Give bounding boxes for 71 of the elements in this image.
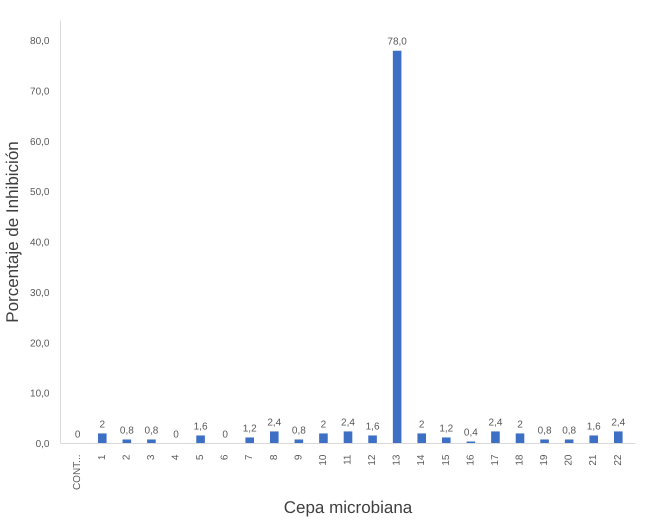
x-tick-label: 13 bbox=[392, 454, 403, 466]
data-label: 0,8 bbox=[292, 425, 306, 436]
data-label: 78,0 bbox=[387, 36, 408, 48]
data-label: 0,4 bbox=[464, 427, 478, 438]
y-axis-title: Porcentaje de Inhibición bbox=[3, 141, 22, 323]
x-tick-label: 22 bbox=[612, 454, 624, 466]
x-tick-label: 12 bbox=[367, 454, 378, 466]
data-label: 0 bbox=[173, 430, 180, 440]
x-tick-label: 21 bbox=[588, 454, 600, 466]
data-label: 2,4 bbox=[341, 417, 356, 428]
x-tick-label: 18 bbox=[514, 454, 526, 466]
bar bbox=[319, 433, 328, 444]
data-label: 0,8 bbox=[120, 425, 134, 436]
bar bbox=[417, 433, 426, 444]
data-label: 1,6 bbox=[194, 421, 208, 432]
data-label: 0,8 bbox=[144, 425, 159, 436]
x-tick-label: 4 bbox=[170, 454, 182, 460]
y-tick-label: 60,0 bbox=[30, 136, 50, 148]
data-label: 2 bbox=[320, 419, 327, 430]
data-label: 0 bbox=[222, 430, 228, 440]
y-tick-label: 20,0 bbox=[30, 338, 50, 350]
bar bbox=[516, 433, 524, 444]
x-tick-label: 8 bbox=[268, 454, 280, 460]
data-label: 1,6 bbox=[366, 421, 380, 432]
x-tick-label: 7 bbox=[244, 454, 256, 460]
x-tick-label: 20 bbox=[564, 454, 575, 466]
data-label: 2,4 bbox=[267, 417, 282, 428]
y-tick-label: 40,0 bbox=[30, 238, 50, 249]
x-tick-label: 9 bbox=[293, 454, 304, 460]
x-tick-label: 19 bbox=[539, 454, 550, 466]
bar bbox=[589, 435, 598, 444]
x-tick-label: 3 bbox=[146, 454, 157, 460]
x-tick-label: 1 bbox=[96, 454, 108, 460]
data-label: 2 bbox=[517, 419, 524, 430]
y-tick-label: 50,0 bbox=[30, 187, 50, 198]
data-label: 0,8 bbox=[538, 425, 552, 436]
x-tick-label: 6 bbox=[220, 454, 231, 460]
bar bbox=[614, 431, 623, 444]
bar bbox=[491, 431, 500, 444]
y-tick-label: 80,0 bbox=[30, 36, 50, 48]
bar bbox=[270, 431, 279, 444]
x-tick-label: 10 bbox=[318, 454, 329, 466]
x-tick-label: 14 bbox=[416, 454, 428, 466]
y-tick-label: 30,0 bbox=[30, 288, 50, 299]
data-label: 1,2 bbox=[439, 423, 454, 434]
x-tick-label: 17 bbox=[490, 454, 501, 466]
y-tick-label: 0,0 bbox=[36, 439, 50, 450]
data-label: 1,2 bbox=[242, 423, 258, 434]
data-label: 2,4 bbox=[488, 417, 503, 428]
data-label: 2 bbox=[418, 419, 425, 430]
data-label: 1,6 bbox=[586, 421, 602, 432]
x-tick-label: CONT... bbox=[72, 454, 84, 490]
bar bbox=[442, 437, 451, 444]
bar bbox=[392, 50, 402, 444]
bar bbox=[245, 437, 254, 444]
data-label: 2 bbox=[99, 419, 106, 430]
x-tick-label: 11 bbox=[342, 454, 354, 465]
x-tick-label: 16 bbox=[465, 454, 476, 466]
data-label: 0,8 bbox=[562, 425, 577, 436]
bar bbox=[196, 435, 205, 444]
x-tick-label: 2 bbox=[121, 454, 132, 460]
x-axis-title: Cepa microbiana bbox=[284, 498, 413, 518]
data-label: 2,4 bbox=[611, 417, 626, 428]
x-tick-label: 5 bbox=[195, 454, 206, 460]
data-label: 0 bbox=[74, 430, 81, 440]
y-tick-label: 10,0 bbox=[30, 388, 50, 400]
bar bbox=[344, 431, 352, 444]
x-tick-label: 15 bbox=[440, 454, 452, 466]
y-tick-label: 70,0 bbox=[30, 86, 50, 98]
bar bbox=[98, 433, 107, 444]
bar bbox=[368, 435, 377, 444]
